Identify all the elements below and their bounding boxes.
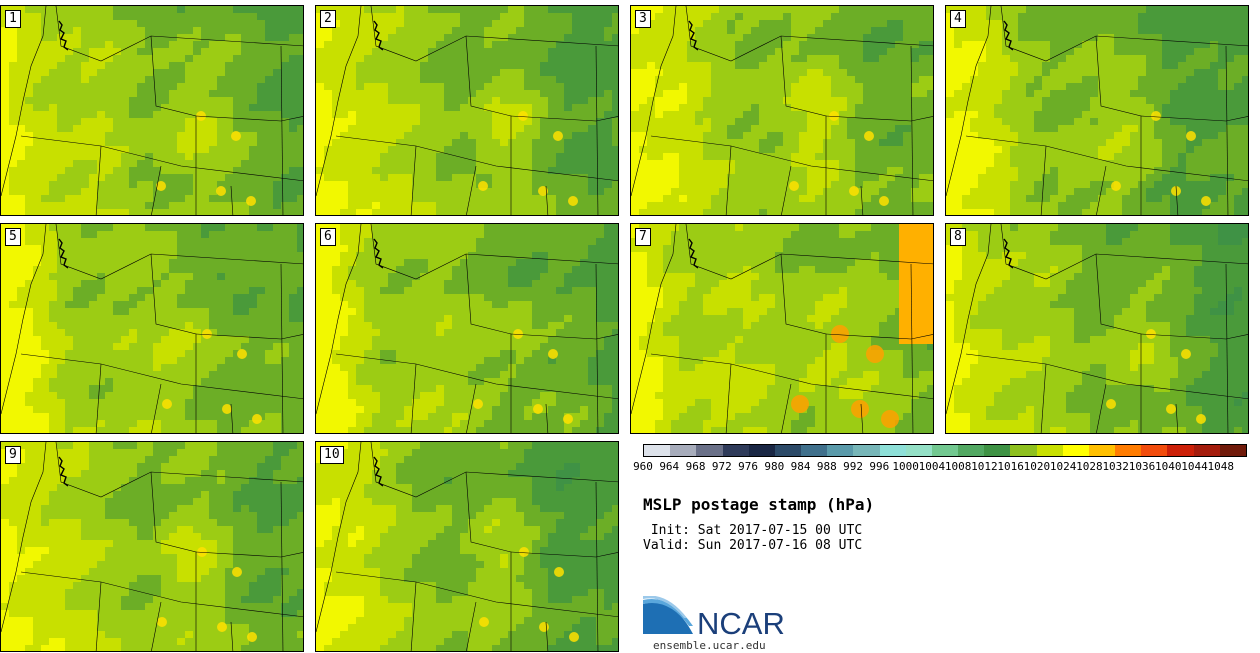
colorbar-swatch [801, 445, 828, 456]
colorbar-label: 960 [633, 460, 653, 473]
colorbar-swatch [1036, 445, 1063, 456]
colorbar-swatch [1141, 445, 1168, 456]
logo-text: NCAR [697, 606, 785, 640]
colorbar-swatch [905, 445, 932, 456]
colorbar-label: 984 [790, 460, 811, 473]
colorbar-swatch [984, 445, 1011, 456]
pressure-field-map [946, 224, 1248, 433]
panel-number: 2 [320, 10, 336, 28]
ncar-logo: NCAR [643, 595, 803, 641]
colorbar-swatch [1193, 445, 1220, 456]
colorbar-swatch [1010, 445, 1037, 456]
pressure-field-map [1, 224, 303, 433]
map-panel-9[interactable]: 9 [0, 441, 304, 652]
colorbar-swatch [853, 445, 880, 456]
colorbar-label: 1008 [944, 460, 972, 473]
colorbar-label: 988 [816, 460, 837, 473]
colorbar-label: 1048 [1207, 460, 1234, 473]
colorbar-label: 976 [738, 460, 758, 473]
colorbar-swatch [644, 445, 671, 456]
colorbar-label: 996 [869, 460, 890, 473]
colorbar: 960 964 968 972 976 980 984 988 992 996 1000 1004 10… [633, 444, 1260, 474]
colorbar-label: 964 [659, 460, 680, 473]
colorbar-label: 992 [843, 460, 864, 473]
pressure-field-map [1, 6, 303, 215]
colorbar-swatch [1062, 445, 1089, 456]
colorbar-label: 1000 [892, 460, 919, 473]
map-panel-4[interactable]: 4 [945, 5, 1249, 216]
colorbar-label: 1016 [997, 460, 1024, 473]
pressure-field-map [946, 6, 1248, 215]
map-panel-8[interactable]: 8 [945, 223, 1249, 434]
panel-number: 8 [950, 228, 966, 246]
colorbar-swatch [774, 445, 802, 456]
panel-number: 6 [320, 228, 336, 246]
colorbar-swatch [958, 445, 985, 456]
panel-number: 9 [5, 446, 21, 464]
valid-time: Valid: Sun 2017-07-16 08 UTC [643, 538, 863, 553]
panel-number: 3 [635, 10, 651, 28]
colorbar-label: 1012 [971, 460, 998, 473]
map-panel-5[interactable]: 5 [0, 223, 304, 434]
chart-title: MSLP postage stamp (hPa) [643, 495, 875, 514]
colorbar-swatch [1088, 445, 1116, 456]
colorbar-label: 1032 [1102, 460, 1129, 473]
colorbar-swatch [748, 445, 775, 456]
pressure-field-map [316, 442, 618, 651]
colorbar-label: 1040 [1154, 460, 1182, 473]
colorbar-swatch [1115, 445, 1142, 456]
colorbar-label: 980 [764, 460, 785, 473]
colorbar-swatch [827, 445, 854, 456]
colorbar-label: 968 [685, 460, 706, 473]
site-url: ensemble.ucar.edu [653, 639, 766, 652]
colorbar-label: 1028 [1076, 460, 1103, 473]
map-panel-7[interactable]: 7 [630, 223, 934, 434]
panel-number: 7 [635, 228, 651, 246]
init-time: Init: Sat 2017-07-15 00 UTC [643, 523, 863, 538]
map-panel-1[interactable]: 1 [0, 5, 304, 216]
panel-number: 4 [950, 10, 966, 28]
colorbar-swatch [1219, 445, 1246, 456]
colorbar-swatch [670, 445, 697, 456]
panel-number: 1 [5, 10, 21, 28]
pressure-field-map [1, 442, 303, 651]
pressure-field-map [631, 224, 933, 433]
panel-number: 5 [5, 228, 21, 246]
map-panel-3[interactable]: 3 [630, 5, 934, 216]
colorbar-label: 1024 [1049, 460, 1077, 473]
colorbar-swatches [643, 444, 1247, 457]
colorbar-swatch [696, 445, 723, 456]
pressure-field-map [316, 224, 618, 433]
colorbar-swatch [1167, 445, 1194, 456]
map-panel-6[interactable]: 6 [315, 223, 619, 434]
colorbar-labels: 960 964 968 972 976 980 984 988 992 996 1000 1004 10… [633, 460, 1260, 474]
pressure-field-map [631, 6, 933, 215]
colorbar-label: 1044 [1181, 460, 1208, 473]
colorbar-label: 1036 [1128, 460, 1156, 473]
panel-number: 10 [320, 446, 344, 464]
map-panel-10[interactable]: 10 [315, 441, 619, 652]
colorbar-swatch [931, 445, 959, 456]
map-panel-2[interactable]: 2 [315, 5, 619, 216]
colorbar-label: 1004 [918, 460, 946, 473]
pressure-field-map [316, 6, 618, 215]
colorbar-label: 972 [711, 460, 732, 473]
colorbar-swatch [722, 445, 749, 456]
colorbar-label: 1020 [1023, 460, 1051, 473]
colorbar-swatch [879, 445, 906, 456]
